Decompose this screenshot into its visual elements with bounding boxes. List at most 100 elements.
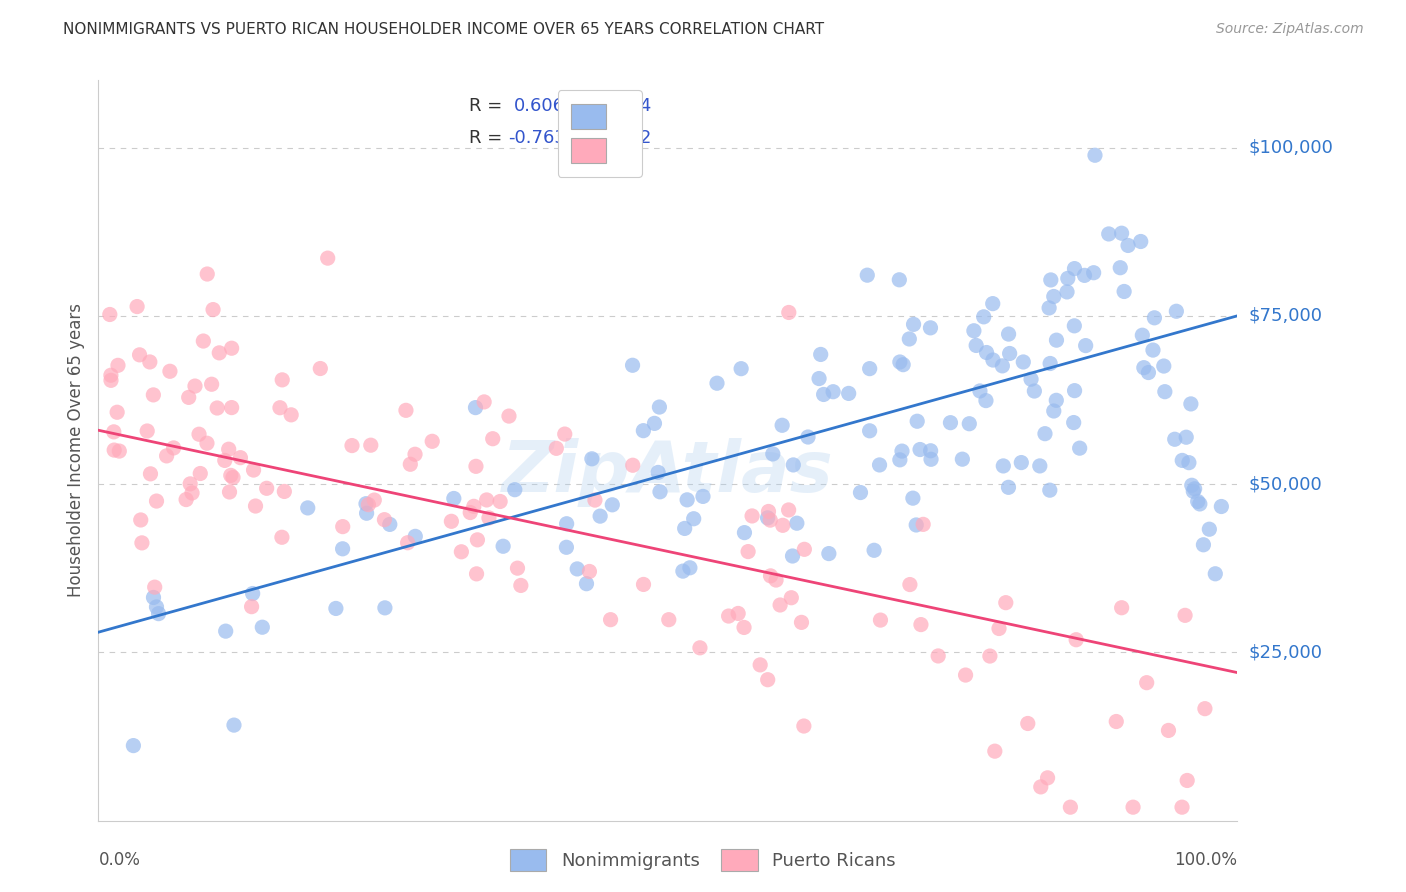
Point — [1142, 343, 1164, 357]
Point — [489, 494, 512, 508]
Point — [957, 417, 980, 431]
Text: 0.0%: 0.0% — [98, 851, 141, 869]
Point — [256, 481, 278, 495]
Point — [103, 443, 125, 458]
Point — [578, 565, 600, 579]
Point — [1181, 478, 1204, 492]
Point — [297, 500, 319, 515]
Point — [340, 439, 363, 453]
Point — [420, 434, 443, 449]
Point — [673, 521, 696, 535]
Point — [1166, 304, 1188, 318]
Point — [214, 453, 236, 467]
Point — [648, 400, 671, 414]
Point — [589, 509, 612, 524]
Point — [554, 427, 576, 442]
Point — [898, 332, 921, 346]
Point — [927, 648, 949, 663]
Point — [889, 453, 911, 467]
Point — [1063, 384, 1085, 398]
Point — [363, 493, 385, 508]
Point — [782, 549, 804, 563]
Point — [107, 359, 129, 373]
Point — [202, 302, 225, 317]
Point — [195, 267, 218, 281]
Point — [1039, 483, 1062, 498]
Point — [498, 409, 520, 423]
Point — [581, 451, 603, 466]
Point — [810, 347, 832, 361]
Point — [222, 718, 245, 732]
Point — [973, 310, 995, 324]
Point — [1039, 356, 1062, 370]
Point — [793, 542, 815, 557]
Point — [139, 467, 162, 481]
Point — [790, 615, 813, 630]
Point — [778, 503, 800, 517]
Point — [218, 442, 240, 457]
Point — [692, 490, 714, 504]
Point — [600, 498, 623, 512]
Point — [1045, 393, 1067, 408]
Point — [1174, 608, 1197, 623]
Point — [269, 401, 291, 415]
Point — [920, 321, 942, 335]
Point — [939, 416, 962, 430]
Point — [920, 452, 942, 467]
Point — [221, 401, 243, 415]
Point — [555, 516, 578, 531]
Point — [205, 401, 228, 415]
Point — [478, 511, 501, 525]
Point — [271, 530, 294, 544]
Point — [128, 348, 150, 362]
Point — [219, 468, 242, 483]
Point — [174, 492, 197, 507]
Legend:  ,  : , — [558, 90, 641, 177]
Point — [555, 541, 578, 555]
Point — [179, 476, 201, 491]
Point — [1029, 458, 1052, 473]
Point — [395, 403, 418, 417]
Point — [1178, 456, 1201, 470]
Point — [440, 514, 463, 528]
Point — [863, 543, 886, 558]
Point — [1171, 800, 1194, 814]
Point — [813, 387, 835, 401]
Point — [818, 547, 841, 561]
Point — [280, 408, 302, 422]
Point — [354, 497, 377, 511]
Point — [472, 395, 495, 409]
Point — [1153, 384, 1175, 399]
Point — [399, 457, 422, 471]
Point — [156, 449, 179, 463]
Text: R =: R = — [468, 97, 508, 115]
Point — [793, 719, 815, 733]
Point — [643, 417, 665, 431]
Point — [142, 591, 165, 605]
Point — [889, 273, 911, 287]
Point — [994, 596, 1017, 610]
Point — [679, 561, 702, 575]
Point — [215, 624, 238, 639]
Point — [901, 491, 924, 505]
Point — [997, 480, 1019, 494]
Point — [633, 424, 655, 438]
Point — [856, 268, 879, 282]
Point — [991, 359, 1014, 373]
Point — [131, 536, 153, 550]
Point — [404, 447, 426, 461]
Point — [1188, 497, 1211, 511]
Point — [1175, 430, 1198, 444]
Point — [143, 580, 166, 594]
Point — [506, 561, 529, 575]
Text: $75,000: $75,000 — [1249, 307, 1323, 325]
Point — [869, 458, 891, 472]
Point — [273, 484, 295, 499]
Point — [758, 504, 780, 518]
Point — [1039, 273, 1062, 287]
Text: NONIMMIGRANTS VS PUERTO RICAN HOUSEHOLDER INCOME OVER 65 YEARS CORRELATION CHART: NONIMMIGRANTS VS PUERTO RICAN HOUSEHOLDE… — [63, 22, 824, 37]
Point — [1036, 771, 1059, 785]
Point — [583, 493, 606, 508]
Point — [242, 463, 264, 477]
Point — [769, 598, 792, 612]
